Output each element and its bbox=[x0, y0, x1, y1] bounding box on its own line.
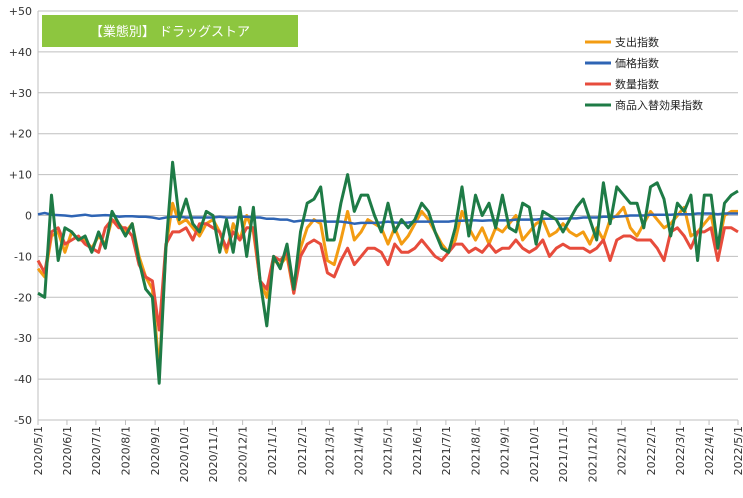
legend-label: 数量指数 bbox=[615, 77, 659, 91]
x-tick-label: 2021/9/1 bbox=[498, 426, 511, 475]
y-tick-label: +10 bbox=[9, 169, 32, 182]
x-tick-label: 2020/5/1 bbox=[32, 426, 45, 475]
x-tick-label: 2020/12/1 bbox=[237, 426, 250, 482]
x-tick-label: 2021/11/1 bbox=[557, 426, 570, 482]
x-tick-label: 2022/1/1 bbox=[616, 426, 629, 475]
x-tick-label: 2020/11/1 bbox=[207, 426, 220, 482]
legend-label: 価格指数 bbox=[615, 56, 659, 70]
series-line-1 bbox=[37, 211, 738, 225]
x-tick-label: 2020/6/1 bbox=[61, 426, 74, 475]
chart-title-text: 【業態別】 ドラッグストア bbox=[90, 24, 250, 40]
x-tick-label: 2022/3/1 bbox=[674, 426, 687, 475]
x-tick-label: 2021/2/1 bbox=[296, 426, 309, 475]
y-tick-label: -10 bbox=[14, 250, 32, 263]
y-tick-label: +40 bbox=[9, 46, 32, 59]
x-tick-label: 2021/7/1 bbox=[440, 426, 453, 475]
x-tick-label: 2022/5/1 bbox=[732, 426, 743, 475]
x-tick-label: 2021/1/1 bbox=[266, 426, 279, 475]
y-tick-label: +20 bbox=[9, 128, 32, 141]
x-tick-label: 2021/6/1 bbox=[411, 426, 424, 475]
y-axis: +50 +40 +30 +20 +10 0 -10 -20 -30 -40 -50 bbox=[9, 5, 39, 427]
chart-title: 【業態別】 ドラッグストア bbox=[42, 15, 298, 47]
x-tick-label: 2021/3/1 bbox=[323, 426, 336, 475]
x-tick-label: 2020/7/1 bbox=[90, 426, 103, 475]
y-tick-label: -50 bbox=[14, 414, 32, 427]
x-tick-label: 2020/9/1 bbox=[149, 426, 162, 475]
y-tick-label: +50 bbox=[9, 5, 32, 18]
y-tick-label: +30 bbox=[9, 87, 32, 100]
series-line-2 bbox=[36, 218, 739, 332]
x-tick-label: 2021/5/1 bbox=[381, 426, 394, 475]
x-tick-label: 2021/4/1 bbox=[352, 426, 365, 475]
x-tick-label: 2022/4/1 bbox=[703, 426, 716, 475]
legend-label: 商品入替効果指数 bbox=[615, 98, 703, 112]
x-tick-label: 2020/10/1 bbox=[178, 426, 191, 482]
y-tick-label: 0 bbox=[25, 210, 32, 223]
chart-title-background bbox=[42, 15, 298, 47]
y-tick-label: -30 bbox=[14, 332, 32, 345]
x-tick-label: 2021/12/1 bbox=[587, 426, 600, 482]
series-line-0 bbox=[36, 201, 738, 373]
x-tick-label: 2021/10/1 bbox=[528, 426, 541, 482]
series-line-3 bbox=[37, 160, 739, 385]
legend-label: 支出指数 bbox=[615, 35, 659, 49]
series-lines bbox=[36, 160, 739, 385]
y-tick-label: -40 bbox=[14, 373, 32, 386]
y-tick-label: -20 bbox=[14, 291, 32, 304]
x-tick-label: 2020/8/1 bbox=[120, 426, 133, 475]
x-tick-label: 2022/2/1 bbox=[645, 426, 658, 475]
x-tick-label: 2021/8/1 bbox=[470, 426, 483, 475]
x-axis: 2020/5/1 2020/6/1 2020/7/1 2020/8/1 2020/9/1… bbox=[32, 420, 743, 482]
